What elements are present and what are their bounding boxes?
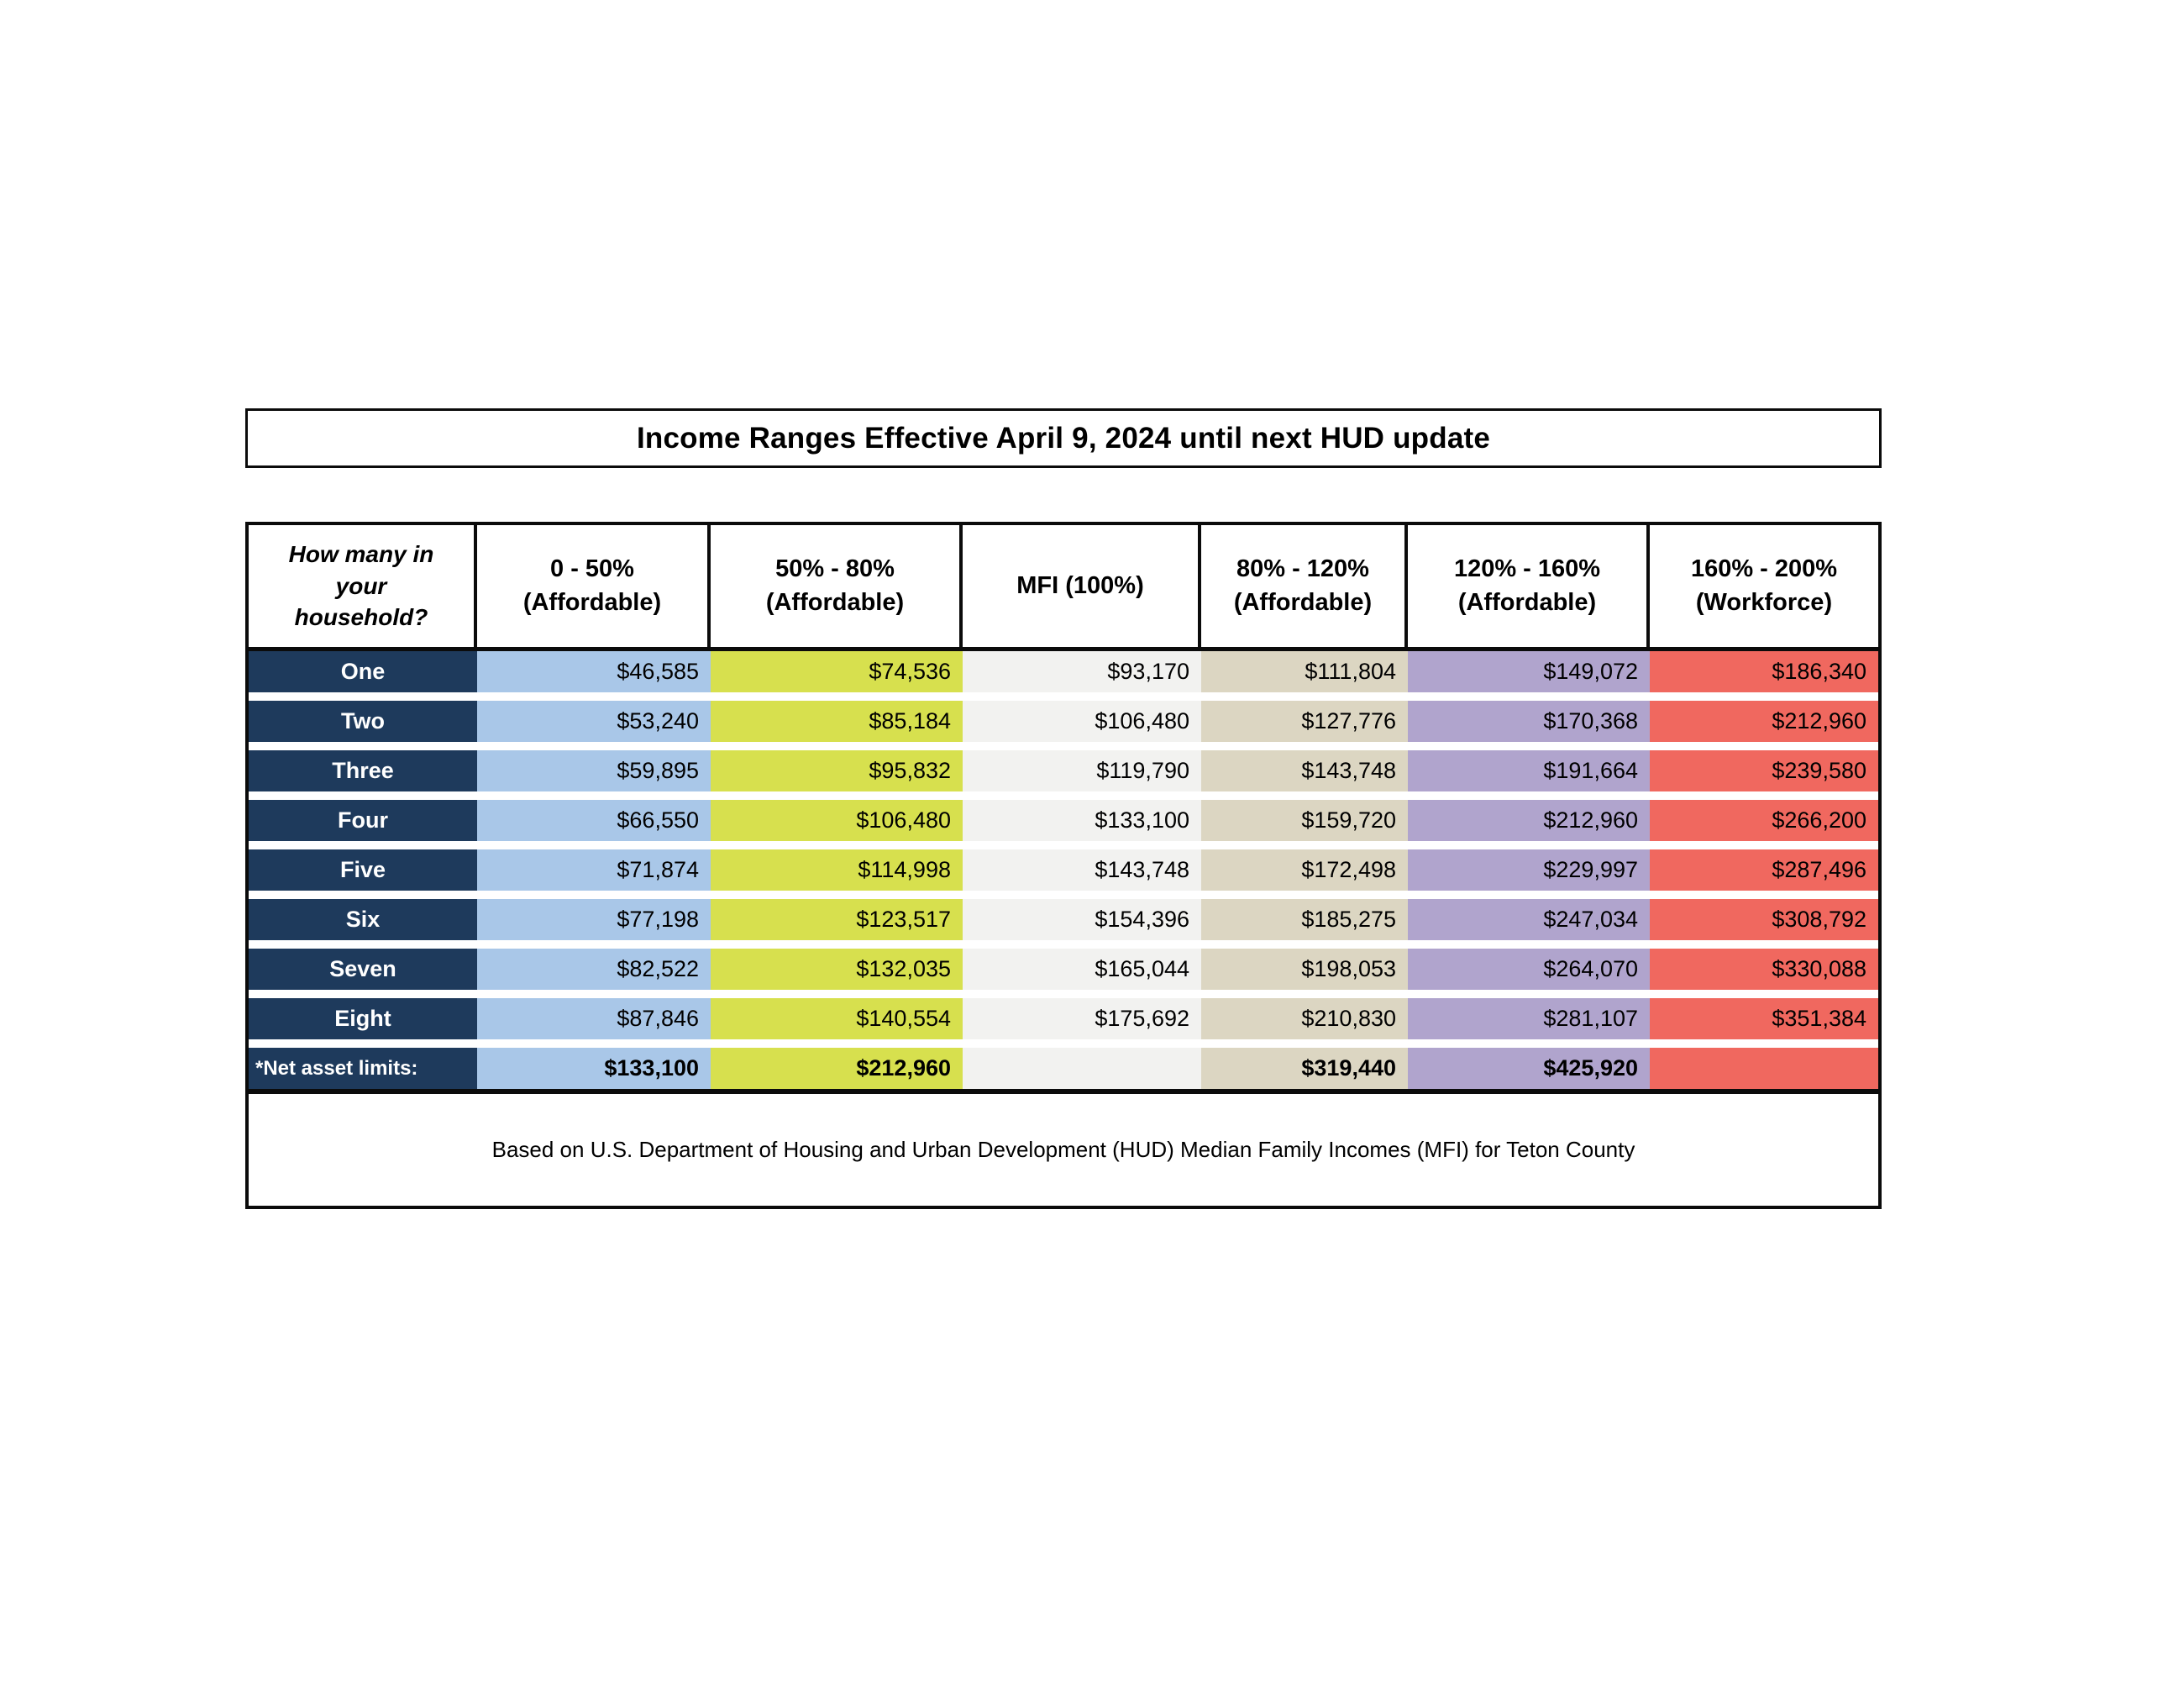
value-cell: $287,496 — [1650, 849, 1878, 891]
value-cell: $175,692 — [963, 998, 1201, 1039]
row-label: Three — [249, 750, 477, 791]
row-label: Six — [249, 899, 477, 940]
value-cell: $186,340 — [1650, 651, 1878, 692]
table-row: Two $53,240 $85,184 $106,480 $127,776 $170,36… — [249, 701, 1878, 742]
value-cell: $351,384 — [1650, 998, 1878, 1039]
row-label: Seven — [249, 949, 477, 990]
value-cell: $172,498 — [1201, 849, 1408, 891]
value-cell: $185,275 — [1201, 899, 1408, 940]
row-label: Two — [249, 701, 477, 742]
value-cell: $132,035 — [711, 949, 963, 990]
value-cell: $212,960 — [711, 1048, 963, 1089]
table-row: Five $71,874 $114,998 $143,748 $172,498 $229,… — [249, 849, 1878, 891]
value-cell: $74,536 — [711, 651, 963, 692]
table-row: Three $59,895 $95,832 $119,790 $143,748 $191,… — [249, 750, 1878, 791]
table-row: Seven $82,522 $132,035 $165,044 $198,053 $264… — [249, 949, 1878, 990]
value-cell: $106,480 — [711, 800, 963, 841]
value-cell: $149,072 — [1408, 651, 1650, 692]
table-row: Six $77,198 $123,517 $154,396 $185,275 $247,0… — [249, 899, 1878, 940]
table-row: Eight $87,846 $140,554 $175,692 $210,830 $281… — [249, 998, 1878, 1039]
value-cell: $425,920 — [1408, 1048, 1650, 1089]
value-cell: $330,088 — [1650, 949, 1878, 990]
value-cell: $143,748 — [1201, 750, 1408, 791]
value-cell: $93,170 — [963, 651, 1201, 692]
header-column-5: 160% - 200% (Workforce) — [1650, 525, 1878, 647]
value-cell: $114,998 — [711, 849, 963, 891]
value-cell — [963, 1048, 1201, 1089]
value-cell — [1650, 1048, 1878, 1089]
value-cell: $46,585 — [477, 651, 711, 692]
value-cell: $170,368 — [1408, 701, 1650, 742]
value-cell: $133,100 — [477, 1048, 711, 1089]
title-bar: Income Ranges Effective April 9, 2024 un… — [245, 408, 1882, 468]
value-cell: $77,198 — [477, 899, 711, 940]
table-row: One $46,585 $74,536 $93,170 $111,804 $149,072… — [249, 651, 1878, 692]
table-row: Four $66,550 $106,480 $133,100 $159,720 $212,… — [249, 800, 1878, 841]
header-column-2: MFI (100%) — [963, 525, 1201, 647]
table-divider — [249, 1089, 1878, 1094]
value-cell: $106,480 — [963, 701, 1201, 742]
value-cell: $59,895 — [477, 750, 711, 791]
value-cell: $87,846 — [477, 998, 711, 1039]
value-cell: $264,070 — [1408, 949, 1650, 990]
value-cell: $66,550 — [477, 800, 711, 841]
income-ranges-table: How many in your household? 0 - 50% (Affo… — [245, 522, 1882, 1209]
page-title: Income Ranges Effective April 9, 2024 un… — [636, 421, 1491, 455]
value-cell: $119,790 — [963, 750, 1201, 791]
value-cell: $266,200 — [1650, 800, 1878, 841]
value-cell: $308,792 — [1650, 899, 1878, 940]
header-column-0: 0 - 50% (Affordable) — [477, 525, 711, 647]
value-cell: $154,396 — [963, 899, 1201, 940]
value-cell: $165,044 — [963, 949, 1201, 990]
value-cell: $191,664 — [1408, 750, 1650, 791]
value-cell: $210,830 — [1201, 998, 1408, 1039]
value-cell: $247,034 — [1408, 899, 1650, 940]
value-cell: $133,100 — [963, 800, 1201, 841]
value-cell: $159,720 — [1201, 800, 1408, 841]
row-label: Five — [249, 849, 477, 891]
row-label: Four — [249, 800, 477, 841]
table-footnote: Based on U.S. Department of Housing and … — [249, 1094, 1878, 1206]
value-cell: $127,776 — [1201, 701, 1408, 742]
row-label: Eight — [249, 998, 477, 1039]
value-cell: $239,580 — [1650, 750, 1878, 791]
header-column-1: 50% - 80% (Affordable) — [711, 525, 963, 647]
value-cell: $85,184 — [711, 701, 963, 742]
row-label: *Net asset limits: — [249, 1048, 477, 1089]
value-cell: $82,522 — [477, 949, 711, 990]
value-cell: $95,832 — [711, 750, 963, 791]
value-cell: $53,240 — [477, 701, 711, 742]
value-cell: $212,960 — [1408, 800, 1650, 841]
net-asset-limits-row: *Net asset limits: $133,100 $212,960 $319,4… — [249, 1048, 1878, 1089]
value-cell: $212,960 — [1650, 701, 1878, 742]
value-cell: $71,874 — [477, 849, 711, 891]
row-label: One — [249, 651, 477, 692]
value-cell: $229,997 — [1408, 849, 1650, 891]
value-cell: $123,517 — [711, 899, 963, 940]
value-cell: $140,554 — [711, 998, 963, 1039]
value-cell: $281,107 — [1408, 998, 1650, 1039]
header-column-4: 120% - 160% (Affordable) — [1408, 525, 1650, 647]
table-header-row: How many in your household? 0 - 50% (Affo… — [249, 525, 1878, 651]
table-body: One $46,585 $74,536 $93,170 $111,804 $149,072… — [249, 651, 1878, 1089]
value-cell: $111,804 — [1201, 651, 1408, 692]
header-column-3: 80% - 120% (Affordable) — [1201, 525, 1408, 647]
value-cell: $143,748 — [963, 849, 1201, 891]
value-cell: $198,053 — [1201, 949, 1408, 990]
value-cell: $319,440 — [1201, 1048, 1408, 1089]
header-household: How many in your household? — [249, 525, 477, 647]
